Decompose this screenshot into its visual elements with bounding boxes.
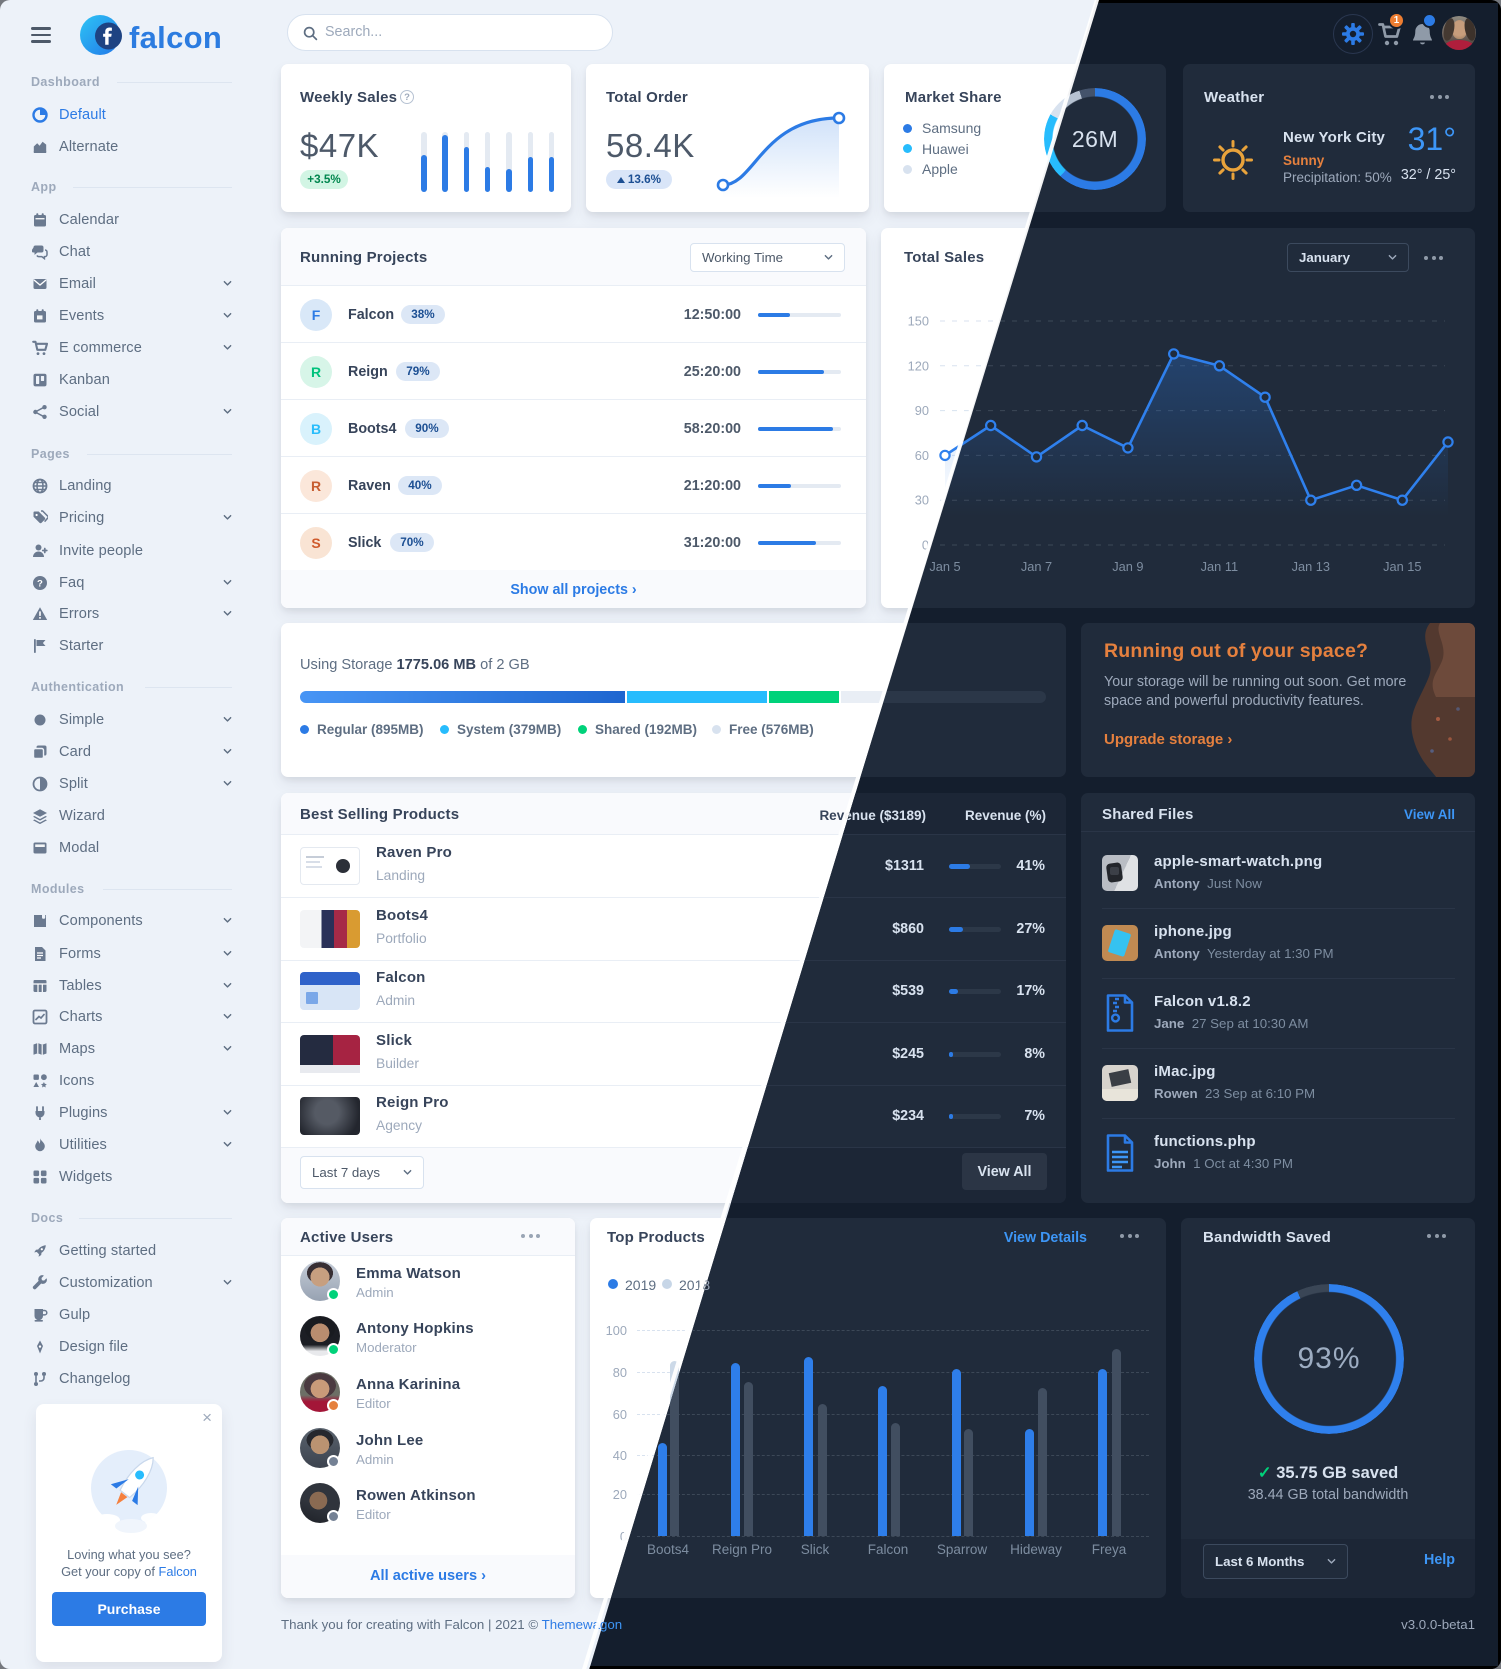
- svg-text:60: 60: [915, 448, 929, 463]
- svg-text:30: 30: [915, 493, 929, 508]
- svg-text:120: 120: [908, 358, 929, 373]
- svg-text:Jan 13: Jan 13: [1292, 559, 1330, 574]
- svg-text:90: 90: [915, 403, 929, 418]
- svg-text:150: 150: [908, 314, 929, 329]
- svg-text:?: ?: [37, 578, 43, 589]
- svg-text:Jan 7: Jan 7: [1021, 559, 1052, 574]
- svg-text:Jan 5: Jan 5: [929, 559, 960, 574]
- svg-text:Jan 15: Jan 15: [1383, 559, 1421, 574]
- svg-text:Jan 9: Jan 9: [1112, 559, 1143, 574]
- svg-text:Jan 11: Jan 11: [1201, 559, 1238, 574]
- svg-text:0: 0: [922, 538, 929, 553]
